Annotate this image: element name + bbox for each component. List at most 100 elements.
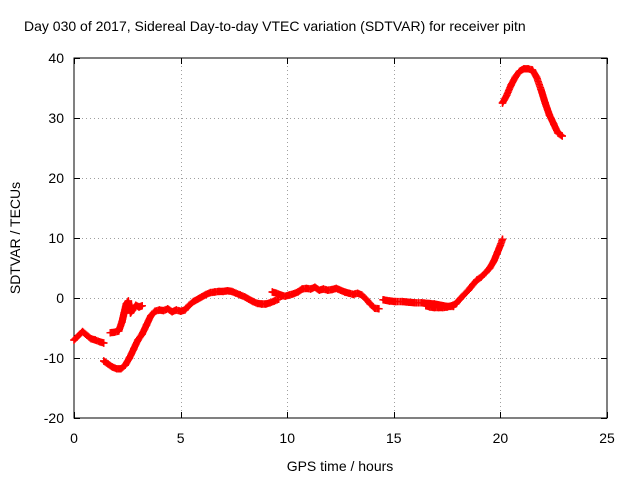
data-point xyxy=(511,73,519,81)
series-segment-7 xyxy=(498,65,566,140)
data-point xyxy=(277,291,285,299)
data-point xyxy=(117,365,125,373)
data-point xyxy=(405,298,413,306)
data-point xyxy=(245,295,253,303)
plot-frame xyxy=(73,57,608,419)
data-point xyxy=(130,345,138,353)
data-point xyxy=(411,299,419,307)
data-point xyxy=(270,297,279,305)
data-point xyxy=(124,297,133,305)
data-point xyxy=(70,336,78,344)
data-point xyxy=(268,288,276,296)
data-point xyxy=(95,338,104,346)
data-point xyxy=(328,285,336,294)
series-segment-3 xyxy=(106,297,146,337)
x-tick-label: 25 xyxy=(599,430,615,446)
data-point xyxy=(83,331,91,339)
data-point-markers xyxy=(498,65,566,140)
data-point xyxy=(545,111,554,119)
data-point xyxy=(74,332,82,340)
data-point xyxy=(108,363,117,371)
data-point xyxy=(358,291,366,299)
data-point xyxy=(240,293,249,301)
data-point xyxy=(481,269,490,277)
data-point xyxy=(464,286,473,294)
data-point xyxy=(496,241,505,249)
data-point xyxy=(503,91,511,99)
data-point xyxy=(349,290,357,299)
data-point xyxy=(456,295,464,303)
data-point xyxy=(198,293,206,301)
data-point xyxy=(168,308,176,316)
data-point xyxy=(176,307,185,315)
data-series-sdtvar xyxy=(70,65,566,373)
data-point xyxy=(315,286,323,294)
y-tick-label: -10 xyxy=(44,350,64,366)
data-point xyxy=(185,301,193,309)
x-tick-label: 20 xyxy=(493,430,509,446)
data-point xyxy=(345,289,353,297)
data-point xyxy=(115,327,123,335)
tick-labels: 0 5 10 15 20 25 -20 -10 0 10 20 30 40 xyxy=(44,50,615,446)
data-point xyxy=(417,299,426,307)
y-tick-label: 20 xyxy=(48,170,64,186)
data-point xyxy=(486,264,494,272)
data-point xyxy=(362,295,370,303)
data-point xyxy=(341,288,349,296)
data-point xyxy=(558,132,566,140)
data-point xyxy=(172,306,180,314)
y-tick-label: 30 xyxy=(48,110,64,126)
y-tick-label: -20 xyxy=(44,410,64,426)
data-point xyxy=(493,249,501,257)
data-point xyxy=(385,297,394,305)
data-point xyxy=(353,289,362,297)
data-point xyxy=(159,306,168,315)
data-point xyxy=(121,361,129,369)
y-tick-label: 40 xyxy=(48,50,64,66)
data-point xyxy=(498,99,507,107)
data-point xyxy=(120,309,128,317)
data-point xyxy=(125,354,134,362)
data-point xyxy=(477,273,485,281)
data-point xyxy=(422,302,430,310)
data-point xyxy=(91,336,99,344)
data-point xyxy=(266,299,274,307)
chart-title: Day 030 of 2017, Sidereal Day-to-day VTE… xyxy=(24,18,526,34)
data-point xyxy=(541,99,549,107)
data-point xyxy=(164,305,172,313)
data-point xyxy=(524,65,532,73)
data-point xyxy=(294,288,302,296)
y-tick-label: 10 xyxy=(48,230,64,246)
grid xyxy=(74,58,607,418)
data-point xyxy=(128,306,137,314)
y-tick-label: 0 xyxy=(56,290,64,306)
data-point xyxy=(379,296,387,304)
data-point xyxy=(498,235,507,243)
data-point xyxy=(469,281,477,289)
data-point xyxy=(100,357,108,365)
data-point xyxy=(515,67,524,75)
data-point xyxy=(311,283,319,291)
series-segment-6 xyxy=(422,235,507,312)
data-point xyxy=(289,290,298,298)
data-point xyxy=(138,330,146,338)
data-point xyxy=(100,339,108,347)
x-tick-label: 0 xyxy=(70,430,78,446)
data-point xyxy=(375,305,383,313)
series-segment-4 xyxy=(268,283,383,313)
data-point xyxy=(554,129,562,137)
data-point xyxy=(138,302,146,310)
x-axis-label: GPS time / hours xyxy=(287,458,394,474)
data-point xyxy=(528,66,537,74)
data-point xyxy=(232,289,240,297)
data-point xyxy=(104,360,112,368)
series-segment-1 xyxy=(70,327,108,347)
data-point xyxy=(550,120,558,128)
data-point xyxy=(336,286,345,294)
data-point xyxy=(392,297,400,306)
data-point xyxy=(151,307,159,315)
data-point xyxy=(110,328,119,336)
data-point xyxy=(443,303,451,311)
data-point xyxy=(228,287,236,296)
